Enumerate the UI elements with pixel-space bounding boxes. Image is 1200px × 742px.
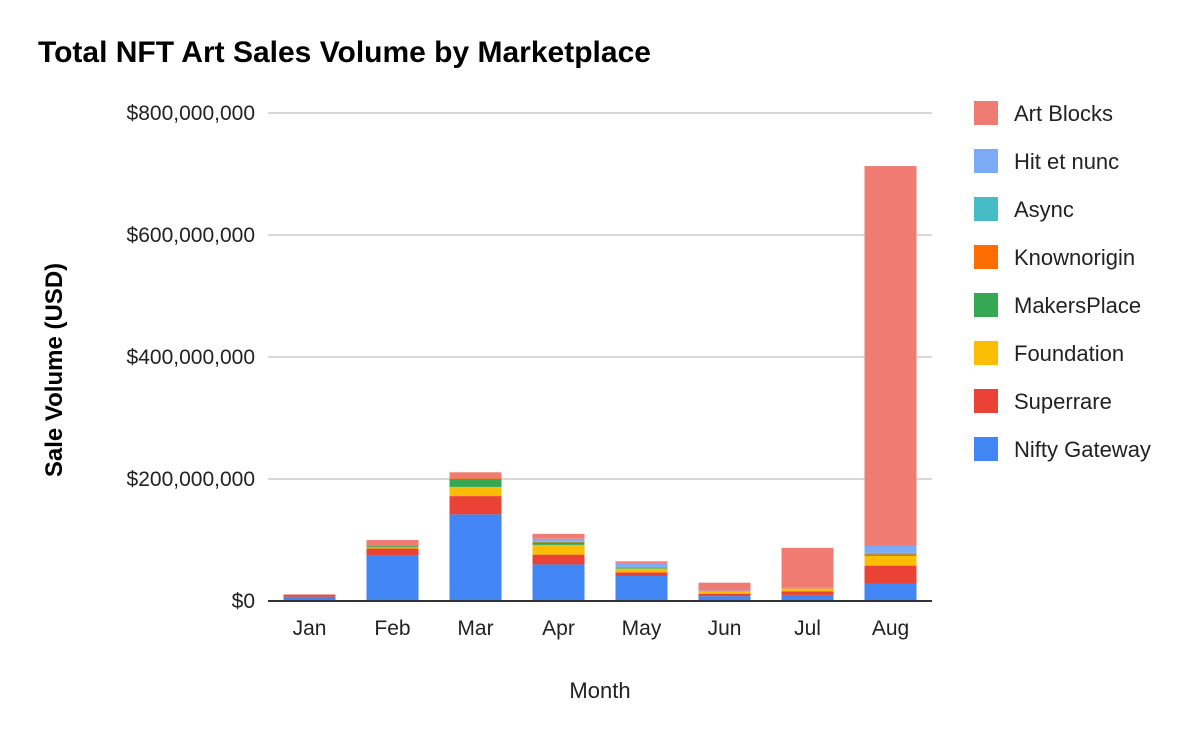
bar-segment [449, 496, 502, 515]
legend-swatch [974, 101, 998, 125]
bar-segment [366, 547, 419, 549]
legend-label: Async [1014, 197, 1074, 222]
bars-layer [283, 166, 917, 601]
bar-segment [781, 547, 834, 588]
legend: Art Blocks Hit et nunc Async Knownorigin Mak… [974, 101, 1151, 462]
y-tick-label: $800,000,000 [127, 102, 255, 125]
legend-label: Knownorigin [1014, 245, 1135, 270]
bar-segment [864, 554, 917, 555]
bar-segment [864, 555, 917, 566]
bar-segment [615, 568, 668, 569]
axis-layer: $0 $200,000,000 $400,000,000 $600,000,000 $8… [127, 102, 932, 640]
bar-segment [781, 587, 834, 589]
bar-segment [449, 479, 502, 487]
chart-title: Total NFT Art Sales Volume by Marketplac… [38, 36, 651, 69]
bar-segment [366, 546, 419, 548]
legend-item: Hit et nunc [974, 149, 1119, 174]
legend-swatch [974, 293, 998, 317]
bar-segment [864, 552, 917, 555]
bar-segment [864, 565, 917, 584]
bar-segment [615, 561, 668, 564]
bar-segment [532, 542, 585, 545]
bar-segment [781, 588, 834, 589]
bar-segment [449, 514, 502, 601]
bar-segment [864, 583, 917, 601]
legend-label: Art Blocks [1014, 101, 1113, 126]
bar-segment [366, 548, 419, 556]
legend-label: Foundation [1014, 341, 1124, 366]
bar-segment [615, 572, 668, 576]
x-tick-label: Aug [872, 617, 909, 640]
x-tick-label: Jul [794, 617, 821, 640]
bar-segment [532, 541, 585, 542]
bar-segment [283, 596, 336, 601]
legend-label: Superrare [1014, 389, 1112, 414]
bar-segment [615, 566, 668, 569]
legend-swatch [974, 197, 998, 221]
bar-segment [698, 590, 751, 592]
y-tick-label: $200,000,000 [127, 468, 255, 491]
bar-segment [449, 472, 502, 479]
bar-segment [781, 588, 834, 592]
bar-segment [532, 554, 585, 565]
bar-segment [864, 166, 917, 546]
legend-item: MakersPlace [974, 293, 1141, 318]
legend-label: Hit et nunc [1014, 149, 1119, 174]
legend-item: Knownorigin [974, 245, 1135, 270]
legend-item: Art Blocks [974, 101, 1113, 126]
x-tick-label: Jan [293, 617, 327, 640]
bar-segment [532, 533, 585, 539]
x-axis-title: Month [569, 678, 630, 703]
legend-item: Async [974, 197, 1074, 222]
legend-item: Foundation [974, 341, 1124, 366]
legend-swatch [974, 245, 998, 269]
bar-segment [532, 541, 585, 543]
legend-label: MakersPlace [1014, 293, 1141, 318]
legend-swatch [974, 389, 998, 413]
y-axis-title: Sale Volume (USD) [41, 263, 68, 477]
bar-segment [698, 582, 751, 591]
bar-segment [283, 594, 336, 595]
y-tick-label: $0 [232, 590, 255, 613]
x-tick-label: Feb [374, 617, 410, 640]
bar-segment [615, 568, 668, 573]
y-tick-label: $400,000,000 [127, 346, 255, 369]
legend-swatch [974, 437, 998, 461]
bar-segment [532, 538, 585, 542]
bar-segment [781, 594, 834, 601]
x-tick-label: Mar [457, 617, 493, 640]
legend-swatch [974, 149, 998, 173]
bar-segment [615, 563, 668, 567]
bar-segment [864, 545, 917, 553]
bar-segment [532, 544, 585, 555]
bar-segment [781, 591, 834, 595]
grid-layer [268, 112, 932, 480]
bar-segment [864, 554, 917, 556]
bar-segment [698, 591, 751, 594]
x-tick-label: Jun [708, 617, 742, 640]
bar-segment [283, 594, 336, 597]
bar-segment [532, 564, 585, 601]
bar-segment [366, 540, 419, 547]
x-tick-label: May [622, 617, 662, 640]
y-tick-label: $600,000,000 [127, 224, 255, 247]
bar-segment [698, 596, 751, 601]
legend-swatch [974, 341, 998, 365]
bar-segment [449, 486, 502, 497]
legend-label: Nifty Gateway [1014, 437, 1151, 462]
x-tick-label: Apr [542, 617, 575, 640]
bar-segment [698, 591, 751, 592]
bar-segment [698, 593, 751, 597]
bar-segment [449, 478, 502, 479]
legend-item: Superrare [974, 389, 1112, 414]
bar-segment [615, 575, 668, 601]
legend-item: Nifty Gateway [974, 437, 1151, 462]
bar-segment [366, 555, 419, 601]
